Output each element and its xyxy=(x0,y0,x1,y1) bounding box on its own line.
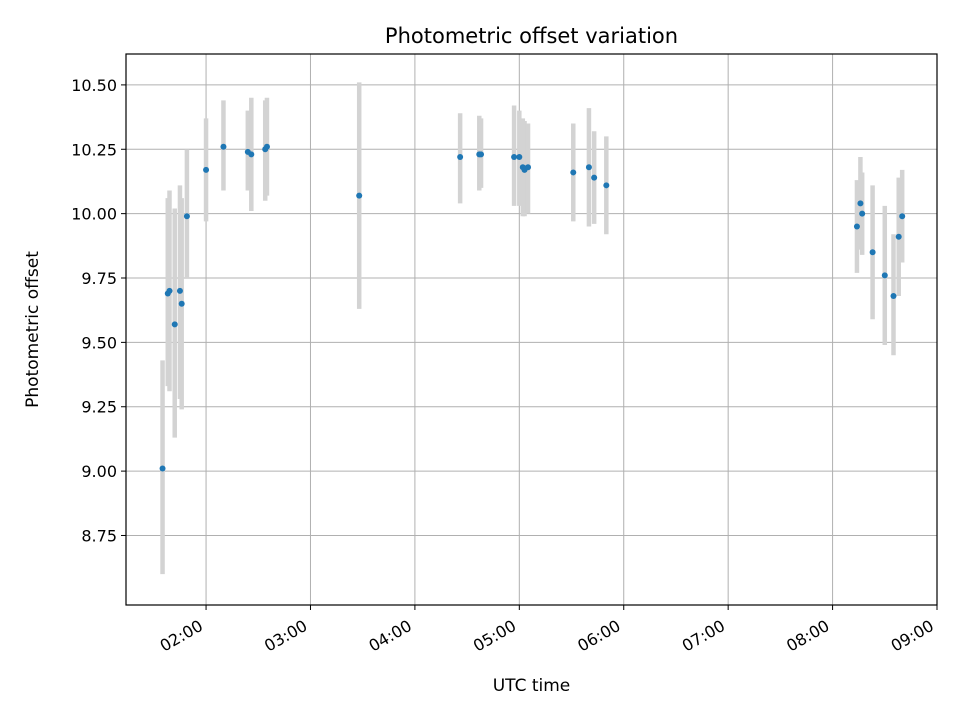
data-point xyxy=(895,233,902,240)
data-point xyxy=(203,166,210,173)
data-point xyxy=(859,210,866,217)
data-point xyxy=(591,174,598,181)
data-point xyxy=(356,192,363,199)
data-point xyxy=(570,169,577,176)
y-tick-label: 10.25 xyxy=(71,140,117,159)
data-point xyxy=(511,153,518,160)
y-axis-ticks: 8.75 9.00 9.25 9.50 9.75 10.00 10.25 10.50 xyxy=(71,76,126,545)
data-points xyxy=(159,143,906,472)
data-point xyxy=(869,249,876,256)
data-point xyxy=(516,153,523,160)
data-point xyxy=(603,182,610,189)
data-point xyxy=(176,287,183,294)
y-tick-label: 9.00 xyxy=(81,462,117,481)
data-point xyxy=(248,151,255,158)
data-point xyxy=(178,300,185,307)
data-point xyxy=(166,287,173,294)
data-point xyxy=(890,293,897,300)
y-tick-label: 8.75 xyxy=(81,526,117,545)
data-point xyxy=(853,223,860,230)
data-point xyxy=(899,213,906,220)
grid xyxy=(126,54,938,605)
data-point xyxy=(159,465,166,472)
plot-frame xyxy=(125,53,938,606)
y-tick-label: 9.50 xyxy=(81,333,117,352)
chart-title: Photometric offset variation xyxy=(385,24,678,48)
data-point xyxy=(183,213,190,220)
data-point xyxy=(263,143,270,150)
data-point xyxy=(220,143,227,150)
data-point xyxy=(457,153,464,160)
y-tick-label: 9.75 xyxy=(81,269,117,288)
data-point xyxy=(857,200,864,207)
y-tick-label: 9.25 xyxy=(81,398,117,417)
data-point xyxy=(881,272,888,279)
data-point xyxy=(525,164,532,171)
data-point xyxy=(478,151,485,158)
data-point xyxy=(585,164,592,171)
y-axis-title: Photometric offset xyxy=(23,251,43,408)
x-axis-title: UTC time xyxy=(493,676,571,696)
data-point xyxy=(171,321,178,328)
y-tick-label: 10.00 xyxy=(71,205,117,224)
y-tick-label: 10.50 xyxy=(71,76,117,95)
